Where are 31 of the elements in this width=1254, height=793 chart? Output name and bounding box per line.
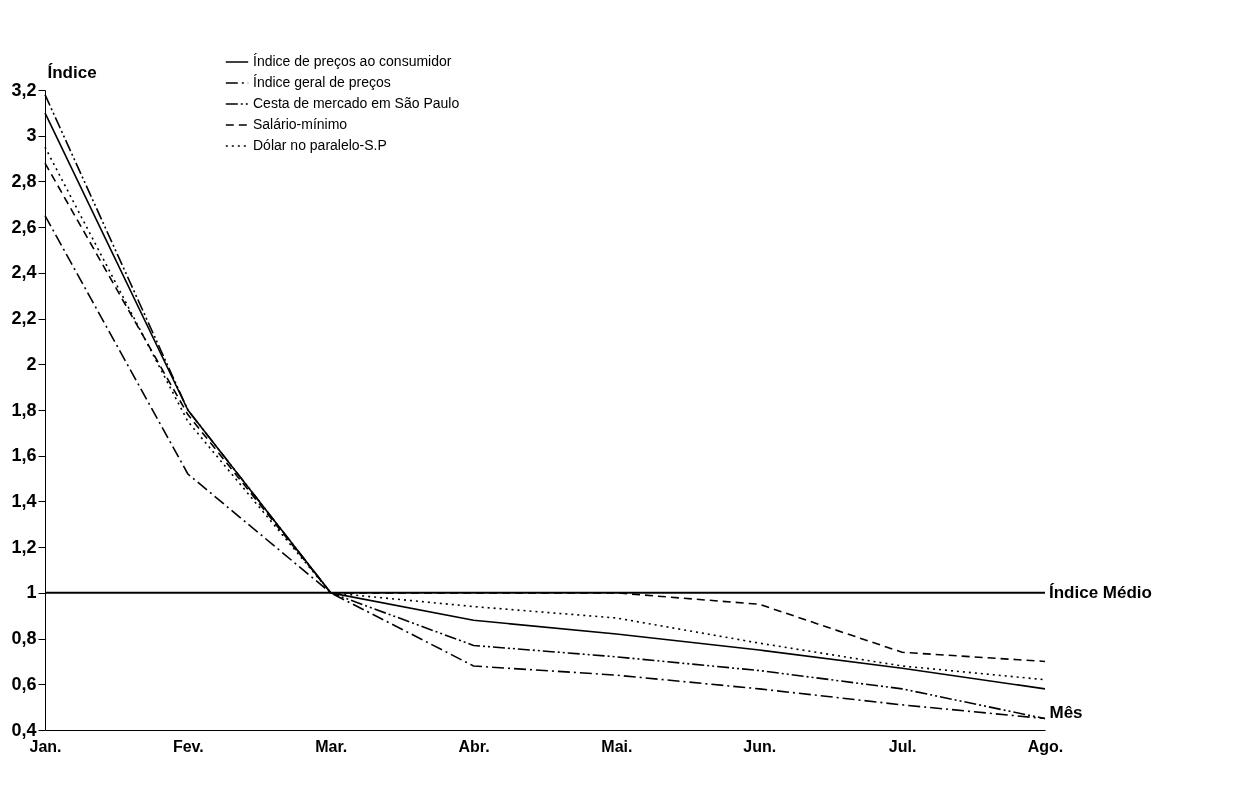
x-tick-label: Jun.: [743, 737, 777, 755]
x-tick-label: Fev.: [172, 737, 204, 755]
y-tick-label: 1,6: [11, 445, 37, 466]
y-tick-label: 1,4: [11, 490, 37, 511]
y-tick-label: 1,2: [11, 536, 37, 557]
x-tick-label: Abr.: [458, 737, 490, 755]
x-axis-title: Mês: [1049, 702, 1083, 722]
x-tick-label: Jan.: [29, 737, 62, 755]
x-tick-label: Mai.: [601, 737, 633, 755]
y-tick-label: 2,8: [11, 170, 37, 191]
y-tick-label: 0,4: [11, 719, 37, 740]
y-tick-label: 1: [26, 582, 37, 603]
y-tick-label: 2,4: [11, 262, 37, 283]
x-tick-label: Ago.: [1027, 737, 1064, 755]
y-tick-label: 0,6: [11, 673, 37, 694]
y-tick-label: 2,6: [11, 216, 37, 237]
legend-label: Índice geral de preços: [253, 74, 391, 90]
legend-label: Cesta de mercado em São Paulo: [253, 95, 460, 111]
y-tick-label: 3: [26, 125, 37, 146]
legend-label: Salário-mínimo: [253, 116, 348, 132]
y-axis-title: Índice: [47, 62, 97, 82]
x-tick-label: Jul.: [888, 737, 917, 755]
y-tick-label: 0,8: [11, 628, 37, 649]
y-tick-label: 2,2: [11, 308, 37, 329]
legend-label: Índice de preços ao consumidor: [253, 53, 452, 69]
y-tick-label: 2: [26, 353, 37, 374]
x-tick-label: Mar.: [315, 737, 348, 755]
y-tick-label: 3,2: [11, 79, 37, 100]
y-tick-label: 1,8: [11, 399, 37, 420]
ref-line-label: Índice Médio: [1049, 582, 1152, 602]
legend-label: Dólar no paralelo-S.P: [253, 137, 387, 153]
